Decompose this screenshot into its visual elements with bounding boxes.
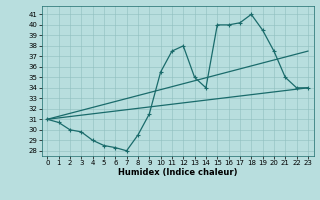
X-axis label: Humidex (Indice chaleur): Humidex (Indice chaleur) [118, 168, 237, 177]
